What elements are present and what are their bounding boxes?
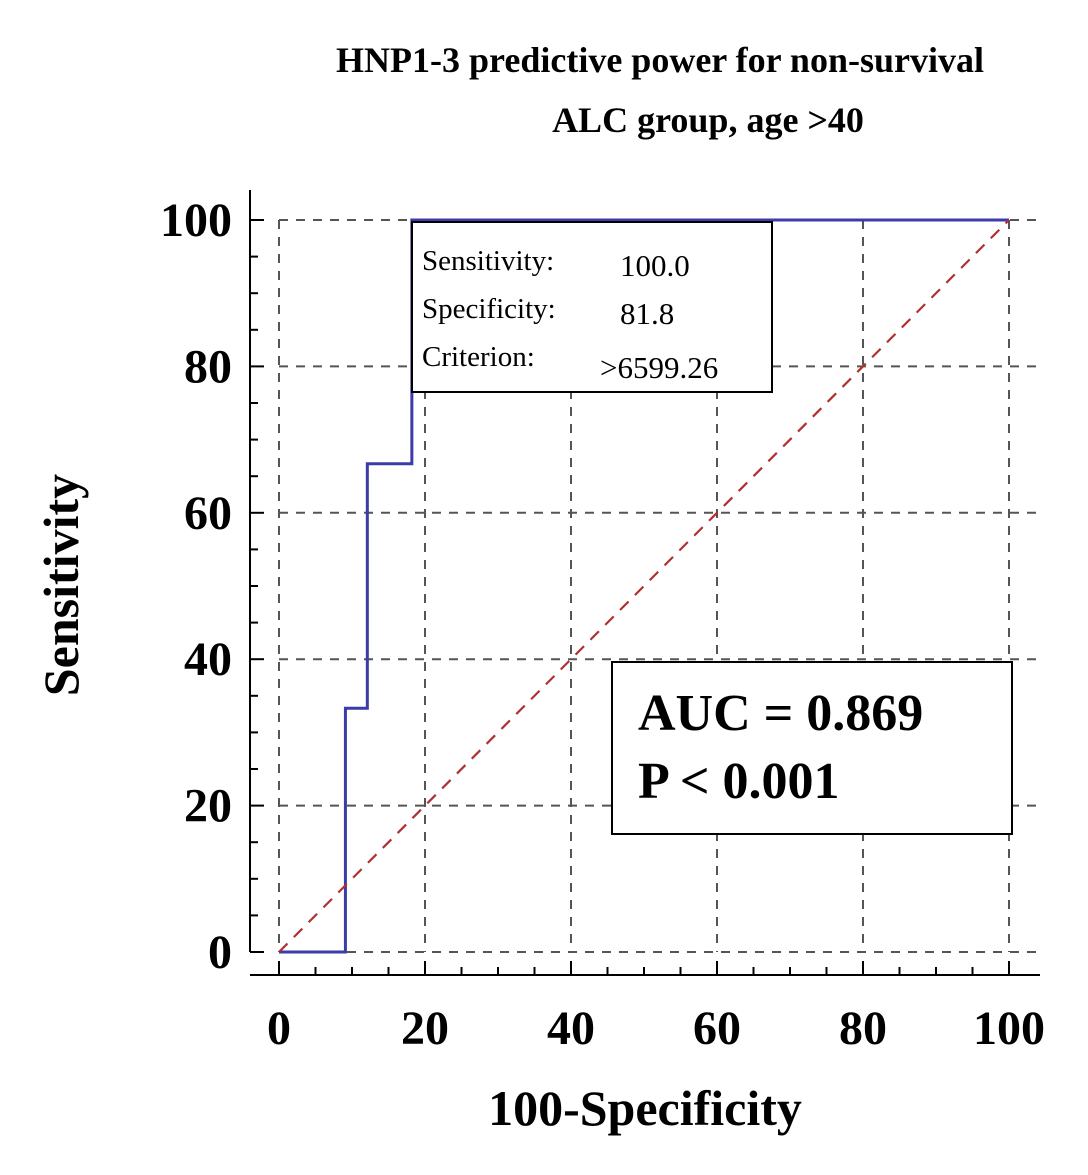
axes bbox=[249, 190, 1040, 976]
x-tick-label: 100 bbox=[973, 1002, 1045, 1055]
p-value: P < 0.001 bbox=[638, 753, 840, 810]
criterion-box: Sensitivity: 100.0 Specificity: 81.8 Cri… bbox=[411, 221, 773, 393]
auc-box-frame bbox=[611, 661, 1013, 835]
y-tick-label: 100 bbox=[160, 194, 232, 247]
y-tick-label: 80 bbox=[184, 340, 232, 393]
y-tick-label: 20 bbox=[184, 780, 232, 833]
x-ticks: 0 20 40 60 80 100 bbox=[267, 1002, 1045, 1055]
x-tick-label: 0 bbox=[267, 1002, 291, 1055]
y-tick-label: 60 bbox=[184, 487, 232, 540]
x-tick-label: 20 bbox=[401, 1002, 449, 1055]
y-tick-label: 40 bbox=[184, 633, 232, 686]
criterion-value-specificity: 81.8 bbox=[620, 296, 674, 331]
chart-subtitle: ALC group, age >40 bbox=[552, 100, 864, 140]
y-axis-label: Sensitivity bbox=[33, 474, 89, 696]
x-axis-label: 100-Specificity bbox=[488, 1080, 802, 1136]
x-tick-label: 40 bbox=[547, 1002, 595, 1055]
chart-title: HNP1-3 predictive power for non-survival bbox=[336, 40, 984, 80]
criterion-label-sensitivity: Sensitivity: bbox=[422, 245, 554, 277]
auc-value: AUC = 0.869 bbox=[638, 685, 923, 742]
x-tick-label: 80 bbox=[839, 1002, 887, 1055]
criterion-label-criterion: Criterion: bbox=[422, 341, 535, 373]
criterion-value-criterion: >6599.26 bbox=[600, 350, 718, 385]
x-tick-label: 60 bbox=[693, 1002, 741, 1055]
criterion-label-specificity: Specificity: bbox=[422, 293, 556, 325]
criterion-value-sensitivity: 100.0 bbox=[620, 248, 690, 283]
reference-diagonal-line bbox=[278, 219, 1010, 953]
y-ticks: 0 20 40 60 80 100 bbox=[160, 194, 232, 979]
criterion-box-frame bbox=[411, 221, 773, 393]
auc-box: AUC = 0.869 P < 0.001 bbox=[611, 661, 1013, 835]
y-tick-label: 0 bbox=[208, 926, 232, 979]
